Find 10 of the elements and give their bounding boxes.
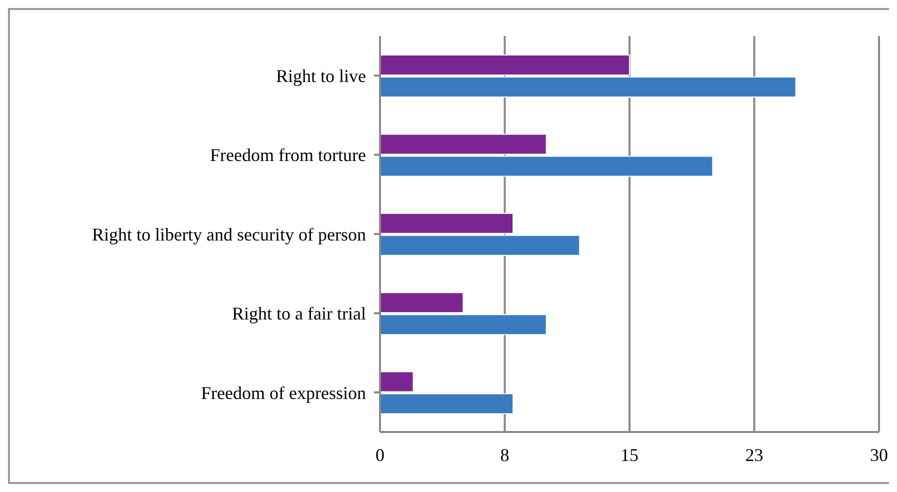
x-tick-label: 0 (376, 444, 384, 465)
x-tick-label: 15 (620, 444, 638, 465)
x-tick-label: 23 (745, 444, 764, 465)
y-tick-label: Freedom of expression (201, 382, 366, 403)
y-tick-label: Right to live (276, 66, 366, 86)
y-tick-label: Right to liberty and security of person (92, 224, 366, 244)
y-tick-label: Freedom from torture (210, 145, 366, 166)
x-tick-label: 30 (870, 444, 888, 465)
x-tick-label: 8 (500, 444, 510, 465)
y-tick-label: Right to a fair trial (232, 304, 366, 324)
